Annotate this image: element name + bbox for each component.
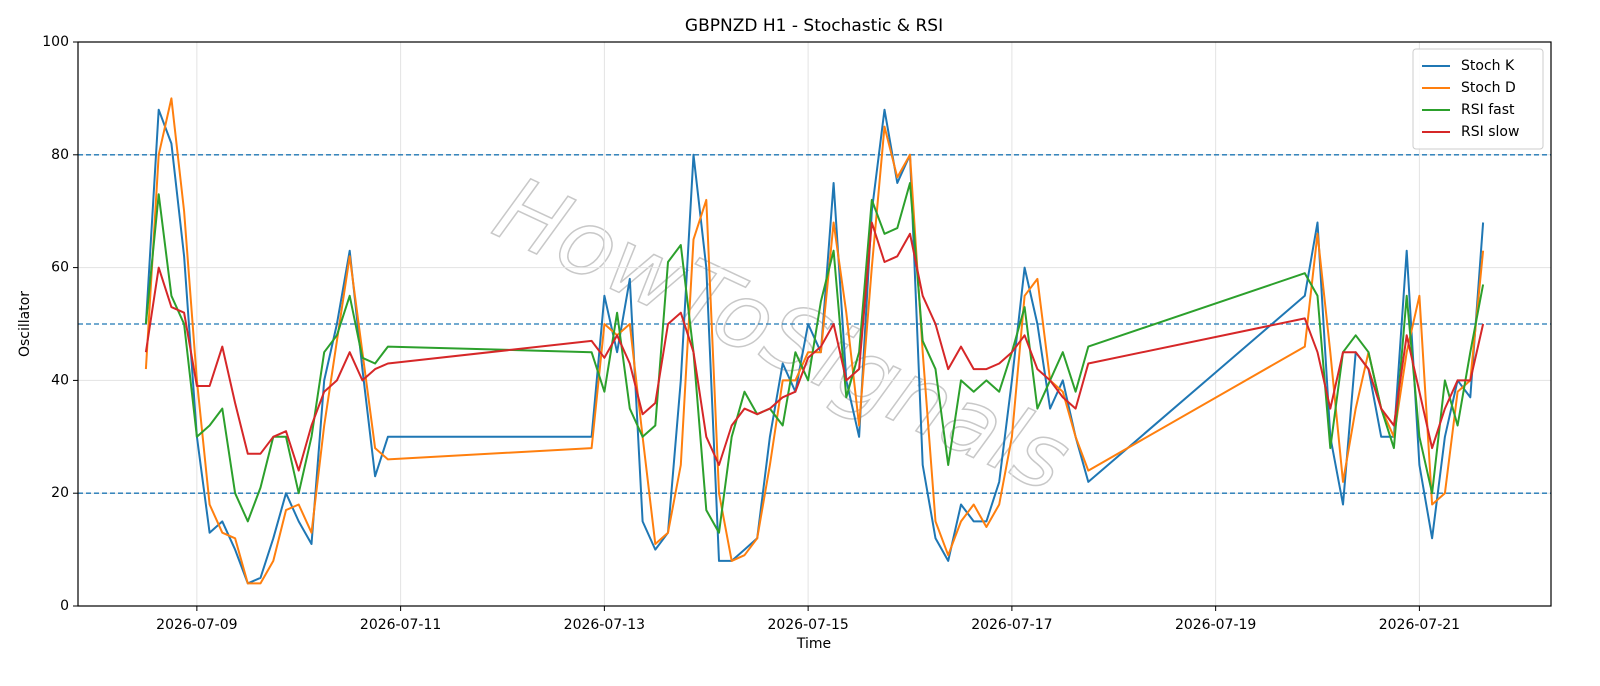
series-line	[144, 221, 1485, 472]
legend: Stoch K Stoch D RSI fast RSI slow	[1412, 48, 1544, 150]
y-tick-label: 60	[51, 260, 69, 276]
plot-frame	[77, 41, 1552, 607]
legend-box	[1412, 48, 1544, 150]
y-tick-label: 80	[51, 147, 69, 163]
legend-label: Stoch K	[1461, 58, 1515, 74]
y-axis-label: Oscillator	[17, 291, 33, 357]
legend-label: RSI slow	[1461, 124, 1519, 140]
chart-title: GBPNZD H1 - Stochastic & RSI	[685, 16, 943, 36]
series-line	[144, 182, 1485, 534]
y-tick-label: 100	[42, 34, 69, 50]
x-tick-label: 2026-07-21	[1379, 617, 1460, 633]
x-axis-label: Time	[796, 636, 831, 652]
y-tick-label: 0	[60, 598, 69, 614]
x-tick-label: 2026-07-09	[156, 617, 237, 633]
series-line	[144, 108, 1485, 585]
series-line	[144, 97, 1485, 585]
watermark: HowToSignals	[480, 157, 1085, 514]
legend-label: RSI fast	[1461, 102, 1515, 118]
y-tick-label: 40	[51, 372, 69, 388]
x-tick-label: 2026-07-17	[971, 617, 1052, 633]
legend-label: Stoch D	[1461, 80, 1516, 96]
x-tick-label: 2026-07-19	[1175, 617, 1256, 633]
x-tick-label: 2026-07-15	[767, 617, 848, 633]
x-tick-label: 2026-07-13	[564, 617, 645, 633]
y-tick-label: 20	[51, 485, 69, 501]
x-tick-label: 2026-07-11	[360, 617, 441, 633]
